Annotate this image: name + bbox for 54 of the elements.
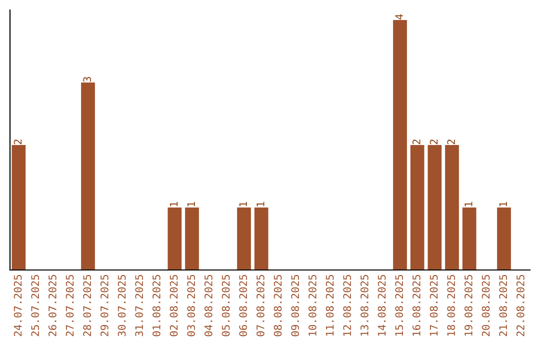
data-label: 1	[187, 202, 195, 206]
x-tick-label: 04.08.2025	[204, 275, 212, 336]
x-tick-label: 07.08.2025	[256, 275, 264, 336]
data-label: 1	[170, 202, 178, 206]
data-label: 1	[464, 202, 472, 206]
x-tick-label: 29.07.2025	[100, 275, 108, 336]
bar	[254, 208, 268, 270]
x-tick-label: 30.07.2025	[118, 275, 126, 336]
bar	[445, 145, 459, 270]
data-label: 4	[395, 14, 403, 20]
x-tick-label: 17.08.2025	[430, 275, 438, 336]
x-tick-label: 15.08.2025	[395, 275, 404, 336]
bar	[12, 145, 26, 270]
bar	[428, 145, 442, 270]
data-label: 2	[14, 140, 22, 144]
data-label: 1	[239, 202, 247, 206]
bar	[410, 145, 424, 270]
data-label: 2	[447, 140, 455, 144]
x-tick-label: 12.08.2025	[343, 275, 352, 336]
data-label: 3	[83, 77, 92, 82]
x-tick-label: 02.08.2025	[170, 275, 178, 336]
x-tick-label: 14.08.2025	[378, 275, 386, 336]
bar	[393, 20, 407, 270]
x-tick-label: 25.07.2025	[31, 275, 40, 336]
x-tick-label: 06.08.2025	[239, 275, 248, 336]
x-tick-label: 31.07.2025	[135, 275, 144, 336]
bar	[497, 208, 511, 270]
data-label: 2	[412, 140, 420, 144]
x-tick-label: 28.07.2025	[83, 275, 92, 336]
data-label: 1	[499, 202, 507, 206]
x-tick-label: 21.08.2025	[499, 275, 508, 336]
bar	[185, 208, 199, 270]
x-tick-label: 03.08.2025	[187, 275, 196, 336]
bar	[81, 82, 95, 270]
x-tick-label: 13.08.2025	[360, 275, 368, 336]
data-label: 1	[256, 202, 264, 206]
x-tick-label: 01.08.2025	[152, 275, 160, 336]
x-tick-label: 08.08.2025	[274, 275, 282, 336]
x-tick-label: 10.08.2025	[308, 275, 316, 336]
x-tick-label: 26.07.2025	[48, 275, 56, 336]
x-tick-label: 18.08.2025	[447, 275, 456, 336]
x-tick-label: 22.08.2025	[516, 275, 524, 336]
x-tick-label: 27.07.2025	[66, 275, 74, 336]
data-label: 2	[430, 140, 438, 144]
x-tick-label: 05.08.2025	[222, 275, 230, 336]
bar	[462, 208, 476, 270]
x-tick-label: 20.08.2025	[482, 275, 490, 336]
x-tick-label: 24.07.2025	[14, 275, 22, 336]
x-tick-label: 16.08.2025	[412, 275, 420, 336]
x-tick-label: 09.08.2025	[291, 275, 300, 336]
x-tick-label: 19.08.2025	[464, 275, 472, 336]
bar	[168, 208, 182, 270]
x-tick-label: 11.08.2025	[326, 275, 334, 336]
bar	[237, 208, 251, 270]
